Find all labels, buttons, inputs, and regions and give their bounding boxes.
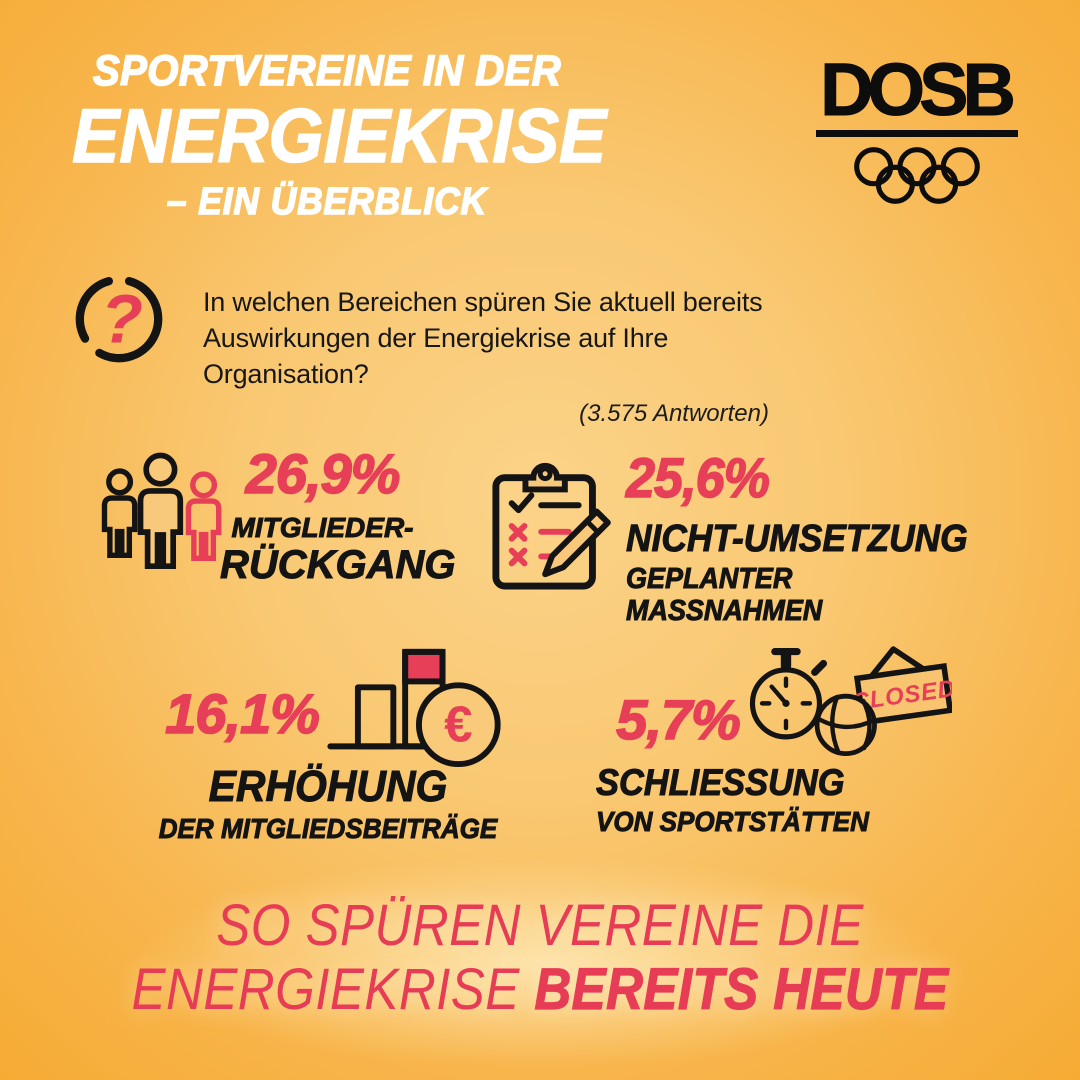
stat-closures: 5,7%	[598, 688, 758, 751]
response-count: (3.575 Antworten)	[579, 399, 769, 427]
survey-question: In welchen Bereichen spüren Sie aktuell …	[203, 284, 769, 428]
stat-closures-labels: SCHLIESSUNG VON SPORTSTÄTTEN	[596, 761, 912, 838]
question-line-1: In welchen Bereichen spüren Sie aktuell …	[203, 287, 763, 317]
stat-members-label-1: MITGLIEDER-	[231, 511, 414, 543]
footer-line-2: ENERGIEKRISE BEREITS HEUTE	[65, 956, 1015, 1022]
stat-measures: 25,6% NICHT-UMSETZUNG GEPLANTER MASSNAHM…	[625, 446, 970, 628]
stat-closures-label-1: SCHLIESSUNG	[596, 761, 845, 803]
title-line-1: SPORTVEREINE IN DER	[92, 47, 562, 95]
footer-line-2-light: ENERGIEKRISE	[131, 956, 535, 1022]
stat-fees-label-1: ERHÖHUNG	[208, 761, 448, 811]
dosb-logo: DOSB	[816, 52, 1018, 207]
footer-line-1: SO SPÜREN VEREINE DIE	[216, 893, 864, 958]
footer-glow	[120, 852, 960, 1072]
stat-fees-label-2: DER MITGLIEDSBEITRÄGE	[158, 813, 498, 845]
footer-line-2-bold: BEREITS HEUTE	[534, 956, 949, 1022]
dosb-wordmark: DOSB	[820, 48, 1017, 131]
question-glyph: ?	[101, 281, 143, 358]
logo-divider	[816, 130, 1018, 138]
question-line-2: Auswirkungen der Energiekrise auf Ihre O…	[203, 323, 669, 390]
page-title: SPORTVEREINE IN DER ENERGIEKRISE – EIN Ü…	[71, 47, 607, 223]
stat-closures-label-2: VON SPORTSTÄTTEN	[596, 806, 870, 838]
stat-members-label-2: RÜCKGANG	[220, 543, 457, 588]
stat-measures-label-2: GEPLANTER MASSNAHMEN	[626, 562, 823, 628]
title-line-2: ENERGIEKRISE	[71, 94, 607, 179]
stat-measures-label-1: NICHT-UMSETZUNG	[626, 518, 969, 561]
stat-measures-value: 25,6%	[625, 446, 770, 509]
stat-fees-value: 16,1%	[164, 682, 320, 745]
euro-symbol: €	[444, 695, 472, 752]
stat-members-value: 26,9%	[245, 442, 401, 505]
stat-members: 26,9% MITGLIEDER- RÜCKGANG	[220, 442, 457, 588]
bar-chart-euro-icon: €	[326, 644, 504, 770]
footer-headline: SO SPÜREN VEREINE DIE ENERGIEKRISE BEREI…	[65, 894, 1015, 1022]
stat-fees: 16,1%	[152, 682, 332, 745]
people-icon	[96, 450, 230, 588]
stat-closures-value: 5,7%	[615, 688, 741, 751]
stat-fees-labels: ERHÖHUNG DER MITGLIEDSBEITRÄGE	[133, 761, 524, 845]
stopwatch-ball-closed-icon: CLOSED	[738, 634, 957, 760]
clipboard-checklist-icon	[488, 448, 622, 594]
olympic-rings-icon	[854, 147, 980, 204]
title-line-3: – EIN ÜBERBLICK	[166, 181, 488, 223]
question-mark-icon: ?	[70, 268, 168, 370]
